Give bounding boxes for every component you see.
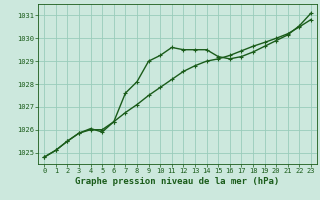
X-axis label: Graphe pression niveau de la mer (hPa): Graphe pression niveau de la mer (hPa)	[76, 177, 280, 186]
